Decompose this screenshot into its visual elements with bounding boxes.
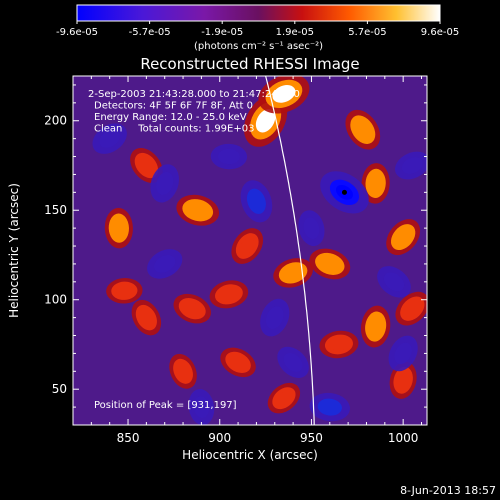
x-axis-ticks: 850 900 950 1000 <box>90 76 422 445</box>
image-blob <box>267 382 301 414</box>
y-axis-label: Heliocentric Y (arcsec) <box>7 183 21 318</box>
colorbar <box>76 4 441 22</box>
image-blob <box>104 207 133 249</box>
image-annotations: 2-Sep-2003 21:43:28.000 to 21:47:24.000D… <box>88 89 300 135</box>
y-axis-ticks: 50 100 150 200 <box>44 84 427 408</box>
image-blob <box>220 347 256 378</box>
image-blob <box>169 353 197 389</box>
image-blob <box>210 143 248 170</box>
image-blob <box>258 76 310 114</box>
image-blob <box>360 305 391 348</box>
x-tick-label: 850 <box>117 431 140 445</box>
image-blob <box>345 109 381 150</box>
colorbar-tick-label: -5.7e-05 <box>129 27 171 38</box>
image-blob <box>231 228 264 264</box>
image-blob <box>309 248 351 280</box>
image-blob <box>188 389 215 425</box>
colorbar-tick-label: -9.6e-05 <box>56 27 98 38</box>
image-blob <box>240 180 273 223</box>
y-tick-label: 200 <box>44 114 67 128</box>
colorbar-tick-label: 1.9e-05 <box>276 27 314 38</box>
image-blob <box>361 163 390 204</box>
colorbar-ticks: -9.6e-05 -5.7e-05 -1.9e-05 1.9e-05 5.7e-05 9.… <box>56 21 459 38</box>
peak-position-label: Position of Peak = [931,197] <box>94 400 237 411</box>
image-blob <box>388 335 418 372</box>
image-blob <box>386 219 421 256</box>
image-blob <box>319 330 359 359</box>
colorbar-tick-label: 5.7e-05 <box>348 27 386 38</box>
peak-marker <box>341 189 347 195</box>
image-blob <box>309 392 351 422</box>
x-tick-label: 1000 <box>388 431 419 445</box>
x-tick-label: 900 <box>208 431 231 445</box>
image-blob <box>209 280 249 309</box>
image-blob <box>131 299 162 336</box>
footer-date: 8-Jun-2013 18:57 <box>400 484 496 497</box>
image-blob <box>260 298 290 337</box>
annotation-line: Detectors: 4F 5F 6F 7F 8F, Att 0 <box>94 101 253 112</box>
image-blobs <box>92 76 427 425</box>
annotation-line: Clean Total counts: 1.99E+03 <box>94 124 254 135</box>
image-blob <box>395 291 427 326</box>
image-blob <box>176 194 220 226</box>
image-blob <box>147 249 183 279</box>
image-blob <box>92 123 127 154</box>
x-tick-label: 950 <box>300 431 323 445</box>
plot-frame <box>72 75 428 426</box>
y-tick-label: 100 <box>44 293 67 307</box>
solar-limb <box>265 76 315 425</box>
image-blob <box>150 164 179 203</box>
image-blob <box>277 346 309 378</box>
y-tick-label: 150 <box>44 203 67 217</box>
y-tick-label: 50 <box>52 382 67 396</box>
x-axis-label: Heliocentric X (arcsec) <box>182 448 318 462</box>
annotation-line: 2-Sep-2003 21:43:28.000 to 21:47:24.000 <box>88 89 300 100</box>
image-blob <box>106 278 143 304</box>
chart-title: Reconstructed RHESSI Image <box>140 55 359 73</box>
image-blob <box>377 266 411 298</box>
annotation-line: Energy Range: 12.0 - 25.0 keV <box>94 112 247 123</box>
colorbar-unit-label: (photons cm⁻² s⁻¹ asec⁻²) <box>194 41 323 52</box>
image-blob <box>394 151 427 180</box>
image-blob <box>298 210 325 247</box>
colorbar-tick-label: 9.6e-05 <box>421 27 459 38</box>
image-blob <box>173 293 211 324</box>
image-blob <box>389 361 417 399</box>
colorbar-tick-label: -1.9e-05 <box>201 27 243 38</box>
